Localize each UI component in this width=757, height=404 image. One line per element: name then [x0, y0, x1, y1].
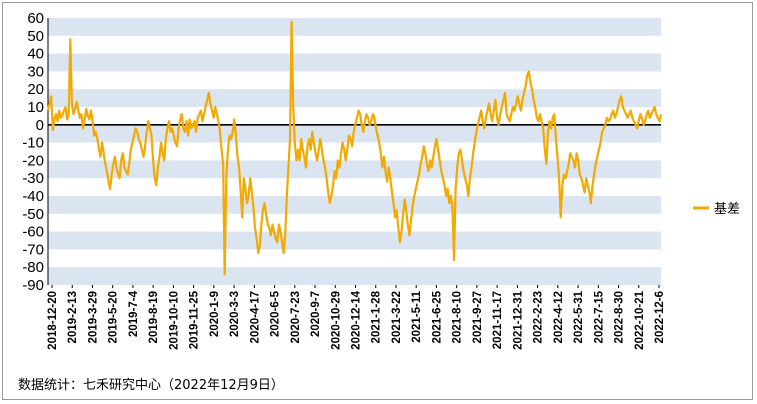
x-tick-label: 2020-4-17: [249, 291, 261, 343]
x-tick-label: 2021-1-28: [371, 290, 383, 343]
x-tick-label: 2022-7-15: [593, 290, 605, 343]
x-tick-label: 2018-12-20: [47, 291, 59, 350]
x-tick-label: 2022-4-12: [553, 291, 565, 343]
grid-band: [48, 53, 661, 72]
y-tick-label: -50: [22, 206, 44, 223]
grid-bands: [48, 18, 661, 285]
x-tick-label: 2021-8-10: [452, 291, 464, 343]
x-tick-label: 2022-2-23: [533, 291, 545, 343]
x-tick-label: 2022-8-30: [614, 291, 626, 343]
y-tick-label: -90: [22, 277, 44, 294]
legend-label: 基差: [714, 202, 740, 217]
x-tick-label: 2021-6-25: [431, 290, 443, 343]
x-tick-label: 2019-8-19: [148, 291, 160, 343]
series-line-basis: [46, 20, 663, 276]
x-tick-label: 2021-3-22: [391, 291, 403, 343]
x-tick-label: 2020-1-9: [209, 291, 221, 337]
y-tick-label: 50: [27, 28, 44, 45]
y-tick-label: -10: [22, 135, 44, 152]
x-tick-label: 2019-7-4: [128, 290, 140, 337]
x-tick-label: 2019-5-20: [108, 291, 120, 343]
y-tick-label: 30: [27, 63, 44, 80]
x-tick-label: 2019-10-10: [168, 291, 180, 350]
x-tick-label: 2020-9-7: [310, 291, 322, 337]
x-tick-label: 2020-3-3: [229, 291, 241, 337]
grid-band: [48, 89, 661, 107]
x-tick-label: 2021-12-31: [512, 290, 524, 349]
grid-band: [48, 18, 661, 36]
y-tick-label: 0: [36, 117, 44, 134]
y-tick-label: -70: [22, 241, 44, 258]
y-tick-label: -80: [22, 259, 44, 276]
x-tick-label: 2020-10-29: [330, 291, 342, 350]
y-tick-label: 10: [27, 99, 44, 116]
y-tick-label: 20: [27, 81, 44, 98]
x-tick-label: 2020-7-23: [290, 291, 302, 343]
x-axis-tick-labels: 2018-12-20 2019-2-13 2019-3-29 2019-5-20 201…: [47, 290, 666, 349]
y-tick-label: -30: [22, 170, 44, 187]
y-tick-label: -60: [22, 224, 44, 241]
source-note: 数据统计：七禾研究中心（2022年12月9日）: [18, 378, 284, 393]
x-tick-label: 2022-12-6: [654, 291, 666, 343]
x-tick-label: 2019-3-29: [87, 291, 99, 343]
y-tick-label: -20: [22, 152, 44, 169]
grid-band: [48, 267, 661, 285]
x-tick-label: 2020-12-14: [351, 290, 363, 349]
y-tick-label: -40: [22, 188, 44, 205]
grid-band: [48, 196, 661, 214]
x-tick-label: 2019-2-13: [67, 291, 79, 343]
legend: 基差: [693, 202, 740, 217]
x-tick-label: 2021-9-27: [472, 291, 484, 343]
x-tick-label: 2019-11-25: [189, 290, 201, 349]
x-tick-label: 2021-11-17: [492, 291, 504, 349]
y-tick-label: 60: [27, 10, 44, 27]
x-tick-label: 2022-10-21: [634, 290, 646, 349]
grid-band: [48, 231, 661, 250]
y-tick-label: 40: [27, 46, 44, 63]
x-tick-label: 2020-6-5: [270, 290, 282, 337]
x-tick-label: 2022-5-31: [573, 290, 585, 343]
grid-band: [48, 160, 661, 179]
x-axis-tick-marks: [51, 285, 660, 288]
x-tick-label: 2021-5-11: [411, 290, 423, 342]
